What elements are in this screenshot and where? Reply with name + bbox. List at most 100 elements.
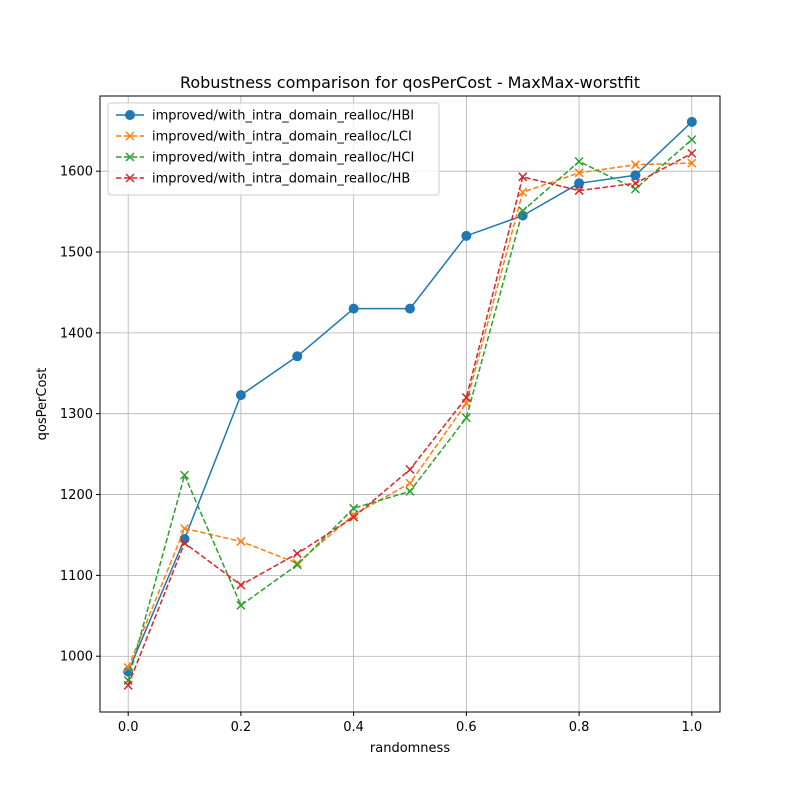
data-point [405,486,415,496]
marker-stroke [292,549,302,559]
marker-stroke [518,206,528,216]
data-point [349,512,359,522]
legend-label: improved/with_intra_domain_realloc/HB [152,172,410,187]
plot-area [123,116,697,690]
marker-stroke [574,168,584,178]
marker-stroke [405,464,415,475]
data-point [123,680,133,690]
x-tick-label: 1.0 [681,720,702,735]
y-tick-label: 1400 [60,326,93,341]
legend-marker [125,173,135,183]
marker-stroke [292,560,302,570]
marker-stroke [518,187,528,197]
y-axis-label: qosPerCost [35,368,50,441]
data-point [687,135,697,145]
legend-entry: improved/with_intra_domain_realloc/HBI [116,109,414,124]
data-point [574,186,584,196]
y-tick-label: 1200 [60,488,93,503]
marker-stroke [236,600,246,610]
legend: improved/with_intra_domain_realloc/HBIim… [107,102,440,196]
marker-stroke [123,663,133,673]
marker-stroke [236,580,246,590]
legend-entry: improved/with_intra_domain_realloc/LCI [116,130,412,145]
y-tick-label: 1100 [60,569,93,584]
data-point [292,549,302,559]
data-point [461,413,471,423]
axes-frame [99,95,721,713]
data-point [180,470,190,480]
marker-stroke [518,172,528,182]
data-point [574,168,584,178]
data-point [349,510,359,520]
data-point [405,303,415,314]
y-tick-label: 1600 [60,165,93,180]
marker-stroke [180,538,190,548]
marker-stroke [630,178,640,188]
data-point [180,523,190,534]
legend-marker [125,152,135,162]
legend-entry: improved/with_intra_domain_realloc/HCI [116,151,414,166]
legend-entry: improved/with_intra_domain_realloc/HB [116,172,410,187]
marker-stroke [349,503,359,513]
data-point [236,600,246,610]
data-point [461,393,471,403]
marker-stroke [180,523,190,534]
marker-stroke [125,131,135,141]
data-point [687,158,697,168]
legend-label: improved/with_intra_domain_realloc/HCI [152,151,414,166]
data-point [518,172,528,182]
data-point [235,390,246,401]
legend-marker [125,110,135,120]
data-point [574,156,584,167]
marker-stroke [405,478,415,488]
marker-stroke [461,393,471,403]
y-tick-label: 1500 [60,246,93,261]
marker-stroke [125,173,135,183]
y-tick-label: 1000 [60,650,93,665]
data-point [461,230,472,241]
x-tick-label: 0.2 [231,720,252,735]
y-tick-label: 1300 [60,407,93,422]
data-point [574,178,585,189]
marker-stroke [405,486,415,496]
grid [100,96,720,712]
marker-stroke [349,510,359,520]
data-point [518,206,528,216]
legend-label: improved/with_intra_domain_realloc/LCI [152,130,412,145]
legend-box [107,102,440,196]
marker-stroke [349,512,359,522]
legend-label: improved/with_intra_domain_realloc/HBI [152,109,414,124]
data-point [180,538,190,548]
data-point [405,464,415,475]
x-tick-label: 0.4 [343,720,364,735]
marker-stroke [574,156,584,167]
marker-stroke [461,413,471,423]
x-tick-label: 0.8 [569,720,590,735]
legend-marker [125,131,135,141]
marker-stroke [123,680,133,690]
marker-stroke [687,158,697,168]
marker-stroke [125,152,135,162]
data-point [630,178,640,188]
marker-stroke [687,135,697,145]
data-point [292,351,303,362]
x-tick-label: 0.6 [456,720,477,735]
data-point [630,170,641,181]
data-point [348,303,359,314]
chart-title: Robustness comparison for qosPerCost - M… [180,73,640,92]
marker-stroke [574,186,584,196]
data-point [630,160,640,170]
x-tick-label: 0.0 [118,720,139,735]
data-point [405,478,415,488]
marker-stroke [687,148,697,158]
marker-stroke [236,536,246,546]
data-point [517,210,528,221]
data-point [349,503,359,513]
data-point [236,580,246,590]
x-axis-label: randomness [370,741,450,756]
marker-stroke [630,160,640,170]
marker-stroke [180,470,190,480]
series-3 [123,148,697,690]
